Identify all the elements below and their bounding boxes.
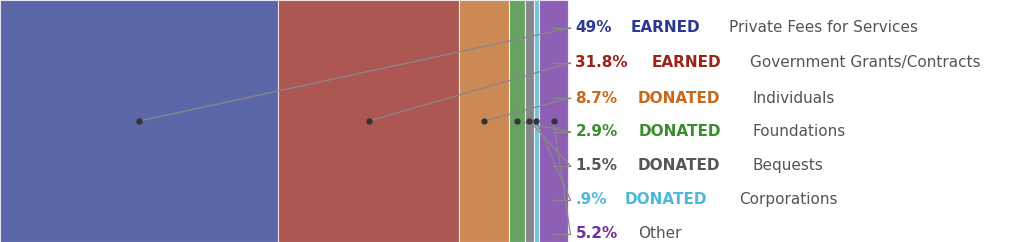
Text: DONATED: DONATED [638,91,721,106]
Text: Individuals: Individuals [753,91,835,106]
Text: Government Grants/Contracts: Government Grants/Contracts [750,55,980,70]
Bar [539,0,568,242]
Text: EARNED: EARNED [631,20,700,35]
Text: Bequests: Bequests [753,158,823,173]
Text: 8.7%: 8.7% [575,91,617,106]
Text: Private Fees for Services: Private Fees for Services [729,20,918,35]
Text: EARNED: EARNED [651,55,721,70]
Bar [0,0,279,242]
Text: 1.5%: 1.5% [575,158,617,173]
Bar [459,0,509,242]
Text: DONATED: DONATED [638,124,721,139]
Bar [525,0,534,242]
Text: Other: Other [638,226,682,241]
Text: Foundations: Foundations [753,124,846,139]
Bar [279,0,459,242]
Text: .9%: .9% [575,192,607,207]
Text: DONATED: DONATED [625,192,707,207]
Bar [509,0,525,242]
Text: DONATED: DONATED [638,158,720,173]
Text: Corporations: Corporations [739,192,838,207]
Text: 2.9%: 2.9% [575,124,617,139]
Text: 49%: 49% [575,20,612,35]
Bar [534,0,539,242]
Text: 5.2%: 5.2% [575,226,617,241]
Text: 31.8%: 31.8% [575,55,628,70]
Bar [0,0,568,242]
